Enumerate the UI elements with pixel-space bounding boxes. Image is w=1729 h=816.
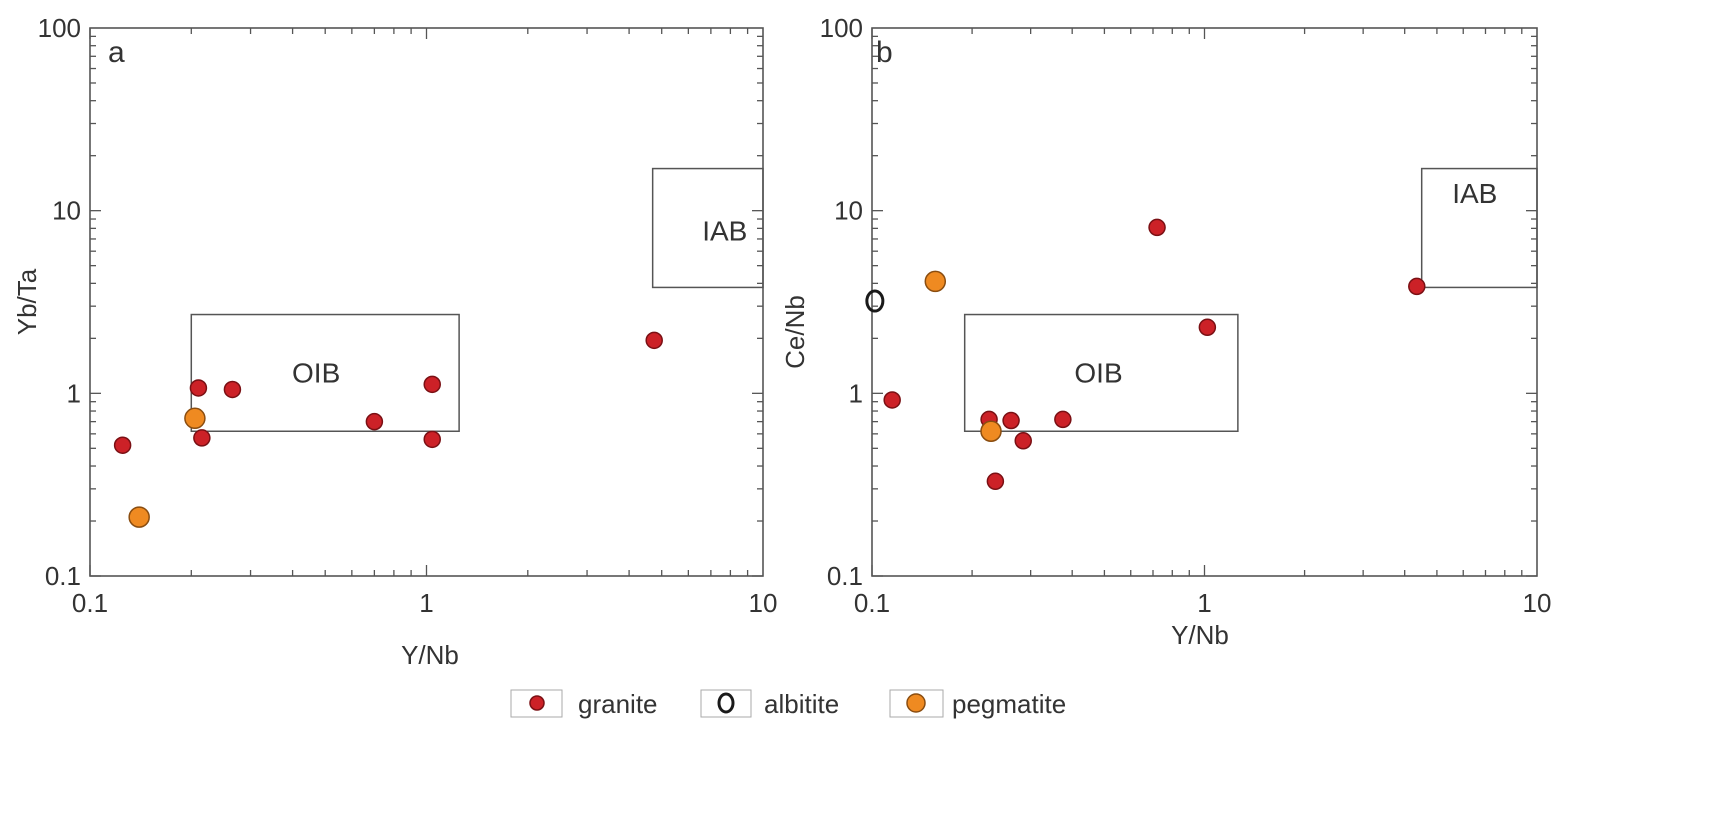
point-granite-b — [1198, 318, 1217, 337]
plot-frame-a — [89, 27, 764, 577]
point-granite-a — [193, 429, 211, 447]
field-label-oib-b: OIB — [1074, 358, 1122, 389]
point-pegmatite-a — [184, 407, 206, 430]
legend-item-granite: granite — [510, 689, 658, 719]
legend-box-granite — [510, 689, 563, 718]
panel-a: OIB IAB 0.1 1 10 0.1 1 10 100 a Y/Nb Yb/Ta — [12, 13, 777, 670]
legend-marker-pegmatite — [906, 693, 926, 713]
legend-label-albitite: albitite — [764, 689, 839, 719]
y-axis-title-a: Yb/Ta — [12, 268, 42, 335]
field-label-oib-a: OIB — [292, 358, 340, 389]
point-granite-b — [1002, 411, 1020, 430]
point-granite-b — [1408, 277, 1426, 296]
point-pegmatite-a — [128, 506, 150, 528]
legend-item-albitite: albitite — [700, 689, 839, 719]
field-oib-a — [190, 313, 460, 433]
point-granite-a — [423, 375, 441, 394]
point-granite-b — [986, 472, 1005, 491]
field-oib-b — [963, 313, 1239, 433]
panel-b: IAB OIB 0.1 1 10 0.1 1 10 100 b Y/Nb Ce/Nb — [780, 13, 1551, 650]
x-tick-label-a: 1 — [419, 588, 433, 618]
point-granite-b — [1148, 218, 1166, 237]
legend-label-pegmatite: pegmatite — [952, 689, 1066, 719]
y-tick-label-a: 0.1 — [45, 561, 81, 591]
x-tick-label-a: 0.1 — [72, 588, 108, 618]
y-tick-label-a: 1 — [67, 378, 81, 408]
point-granite-b — [1054, 410, 1072, 429]
y-tick-label-a: 10 — [52, 196, 81, 226]
x-tick-label-b: 10 — [1523, 588, 1552, 618]
panel-label-b: b — [876, 36, 893, 69]
point-granite-b — [883, 391, 901, 409]
legend-marker-albitite — [717, 692, 735, 714]
legend: granite albitite pegmatite — [510, 689, 1066, 719]
x-axis-title-b: Y/Nb — [1171, 620, 1229, 650]
y-tick-label-a: 100 — [38, 13, 81, 43]
panel-label-a: a — [108, 36, 125, 69]
point-pegmatite-b — [980, 420, 1002, 443]
point-granite-a — [423, 430, 441, 449]
field-label-iab-a: IAB — [702, 215, 747, 246]
point-granite-a — [189, 379, 208, 397]
legend-label-granite: granite — [578, 689, 658, 719]
point-granite-b — [1014, 432, 1032, 450]
y-tick-label-b: 0.1 — [827, 561, 863, 591]
x-tick-label-b: 0.1 — [854, 588, 890, 618]
x-tick-label-a: 10 — [749, 588, 778, 618]
x-tick-label-b: 1 — [1197, 588, 1211, 618]
y-axis-title-b: Ce/Nb — [780, 295, 810, 369]
point-granite-a — [365, 412, 384, 431]
point-albitite-b — [865, 289, 885, 313]
plot-frame-b — [871, 27, 1538, 577]
legend-item-pegmatite: pegmatite — [889, 689, 1066, 719]
point-granite-a — [223, 380, 242, 399]
y-tick-label-b: 1 — [849, 378, 863, 408]
point-granite-a — [113, 436, 132, 454]
legend-marker-granite — [529, 695, 545, 711]
point-granite-a — [645, 331, 663, 350]
x-axis-title-a: Y/Nb — [401, 640, 459, 670]
field-label-iab-b: IAB — [1452, 178, 1497, 209]
legend-box-albitite — [700, 689, 752, 718]
y-tick-label-b: 10 — [834, 196, 863, 226]
legend-box-pegmatite — [889, 689, 944, 718]
y-tick-label-b: 100 — [820, 13, 863, 43]
point-pegmatite-b — [924, 270, 947, 293]
